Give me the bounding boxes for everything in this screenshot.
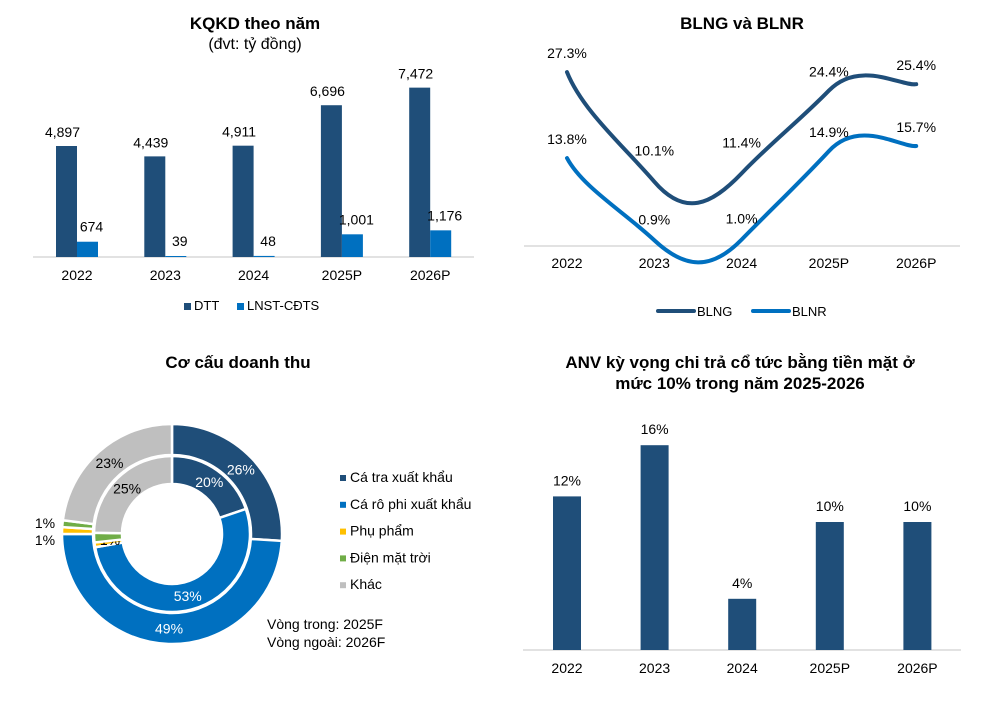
bar-dtt-2023 xyxy=(144,156,166,257)
slice-label-inner-1: 53% xyxy=(174,588,202,604)
data-label-2024: 4% xyxy=(732,575,752,591)
bar-lnst-cđts-2026P xyxy=(430,230,452,257)
x-tick-label-2026P: 2026P xyxy=(896,255,936,271)
x-tick-label-2022: 2022 xyxy=(61,267,92,283)
legend-swatch-dtt xyxy=(184,303,191,310)
data-label-blng-2026P: 25.4% xyxy=(896,57,936,73)
x-tick-label-2023: 2023 xyxy=(639,255,670,271)
legend-swatch-lnst xyxy=(237,303,244,310)
legend-label-1: Cá rô phi xuất khẩu xyxy=(350,496,471,512)
slice-outer-1 xyxy=(60,532,284,646)
data-label-lnst-cđts-2025P: 1,001 xyxy=(339,211,374,227)
slice-label-outer-3: 1% xyxy=(35,515,55,531)
chart1-legend: DTT LNST-CĐTS xyxy=(184,298,320,313)
x-tick-label-2025P: 2025P xyxy=(322,267,362,283)
legend-label-0: Cá tra xuất khẩu xyxy=(350,469,453,485)
slice-label-inner-4: 25% xyxy=(113,480,141,496)
slice-label-outer-2: 1% xyxy=(35,532,55,548)
chart2-title: BLNG và BLNR xyxy=(680,14,804,33)
bar-2022 xyxy=(553,496,581,650)
chart3-revenue-structure: 20%53%1%2%25%26%49%1%1%23% xyxy=(35,422,284,646)
legend-label-lnst: LNST-CĐTS xyxy=(247,298,320,313)
x-tick-label-2026P: 2026P xyxy=(410,267,450,283)
legend-swatch-2 xyxy=(340,528,346,535)
legend-label-3: Điện mặt trời xyxy=(350,549,431,565)
bar-2026P xyxy=(903,522,932,650)
chart3-note-inner: Vòng trong: 2025F xyxy=(267,616,383,632)
x-tick-label-2026P: 2026P xyxy=(897,660,937,676)
chart1-subtitle: (đvt: tỷ đồng) xyxy=(208,36,301,53)
legend-swatch-0 xyxy=(340,475,346,481)
chart2-margins: 27.3% 10.1% 11.4% 24.4% 25.4% 13.8% 0.9% 1.0% 14… xyxy=(524,45,960,271)
bar-2023 xyxy=(640,445,669,650)
line-blnr xyxy=(565,133,919,265)
x-tick-label-2023: 2023 xyxy=(150,267,181,283)
bar-dtt-2025P xyxy=(320,105,342,258)
chart1-revenue-profit: 4,897 674 2022 4,439 39 2023 4,911 48 2024 6,696 1… xyxy=(33,66,474,283)
data-label-dtt-2023: 4,439 xyxy=(133,134,168,150)
legend-swatch-3 xyxy=(340,555,346,562)
x-tick-label-2022: 2022 xyxy=(551,255,582,271)
data-label-2023: 16% xyxy=(641,421,669,437)
x-tick-label-2025P: 2025P xyxy=(809,255,849,271)
data-label-blnr-2024: 1.0% xyxy=(726,211,758,227)
legend-swatch-1 xyxy=(340,501,346,508)
x-tick-label-2023: 2023 xyxy=(639,660,670,676)
bar-2025P xyxy=(815,522,844,650)
legend-label-blng: BLNG xyxy=(697,304,732,319)
data-label-blng-2022: 27.3% xyxy=(547,45,587,61)
slice-outer-4 xyxy=(61,422,174,526)
bar-dtt-2026P xyxy=(409,87,431,257)
data-label-lnst-cđts-2024: 48 xyxy=(260,233,276,249)
x-tick-label-2024: 2024 xyxy=(727,660,758,676)
data-label-blnr-2022: 13.8% xyxy=(547,131,587,147)
chart4-title-line1: ANV kỳ vọng chi trả cổ tức bằng tiền mặt… xyxy=(565,353,915,372)
chart3-title: Cơ cấu doanh thu xyxy=(165,353,310,372)
data-label-2022: 12% xyxy=(553,472,581,488)
bar-lnst-cđts-2022 xyxy=(77,241,98,257)
legend-label-dtt: DTT xyxy=(194,298,219,313)
data-label-dtt-2024: 4,911 xyxy=(222,124,256,140)
data-label-blng-2023: 10.1% xyxy=(634,143,674,159)
bar-dtt-2022 xyxy=(56,146,77,257)
data-label-2025P: 10% xyxy=(816,498,844,514)
chart3-note-outer: Vòng ngoài: 2026F xyxy=(267,634,385,650)
chart3-legend: Cá tra xuất khẩu Cá rô phi xuất khẩu Phụ p… xyxy=(340,469,471,592)
data-label-blnr-2023: 0.9% xyxy=(638,211,670,227)
chart1-title: KQKD theo năm xyxy=(190,14,320,33)
data-label-blng-2025P: 24.4% xyxy=(809,64,849,80)
bar-lnst-cđts-2025P xyxy=(341,234,363,257)
data-label-dtt-2022: 4,897 xyxy=(45,124,80,140)
legend-label-blnr: BLNR xyxy=(792,304,827,319)
slice-label-outer-0: 26% xyxy=(227,461,255,477)
data-label-dtt-2026P: 7,472 xyxy=(398,66,433,82)
data-label-2026P: 10% xyxy=(903,498,931,514)
chart4-title-line2: mức 10% trong năm 2025-2026 xyxy=(615,374,864,393)
slice-label-outer-1: 49% xyxy=(155,620,183,636)
slice-label-inner-0: 20% xyxy=(195,474,223,490)
chart4-dividend: 12% 2022 16% 2023 4% 2024 10% 2025P 10% 2026P xyxy=(523,421,961,676)
slice-label-outer-4: 23% xyxy=(95,455,123,471)
bar-lnst-cđts-2024 xyxy=(253,255,275,257)
legend-swatch-4 xyxy=(340,582,346,589)
bar-2024 xyxy=(728,598,757,650)
chart2-legend: BLNG BLNR xyxy=(656,304,827,319)
x-tick-label-2024: 2024 xyxy=(238,267,269,283)
bar-lnst-cđts-2023 xyxy=(165,256,187,257)
data-label-blnr-2026P: 15.7% xyxy=(896,119,936,135)
x-tick-label-2025P: 2025P xyxy=(810,660,850,676)
legend-label-2: Phụ phẩm xyxy=(350,523,414,539)
data-label-dtt-2025P: 6,696 xyxy=(310,83,345,99)
legend-label-4: Khác xyxy=(350,576,382,592)
bar-dtt-2024 xyxy=(232,145,254,257)
data-label-lnst-cđts-2026P: 1,176 xyxy=(427,207,462,223)
data-label-lnst-cđts-2022: 674 xyxy=(80,219,104,235)
line-blng xyxy=(565,70,919,206)
data-label-lnst-cđts-2023: 39 xyxy=(172,233,188,249)
x-tick-label-2024: 2024 xyxy=(726,255,757,271)
x-tick-label-2022: 2022 xyxy=(551,660,582,676)
data-label-blnr-2025P: 14.9% xyxy=(809,124,849,140)
data-label-blng-2024: 11.4% xyxy=(722,134,761,150)
